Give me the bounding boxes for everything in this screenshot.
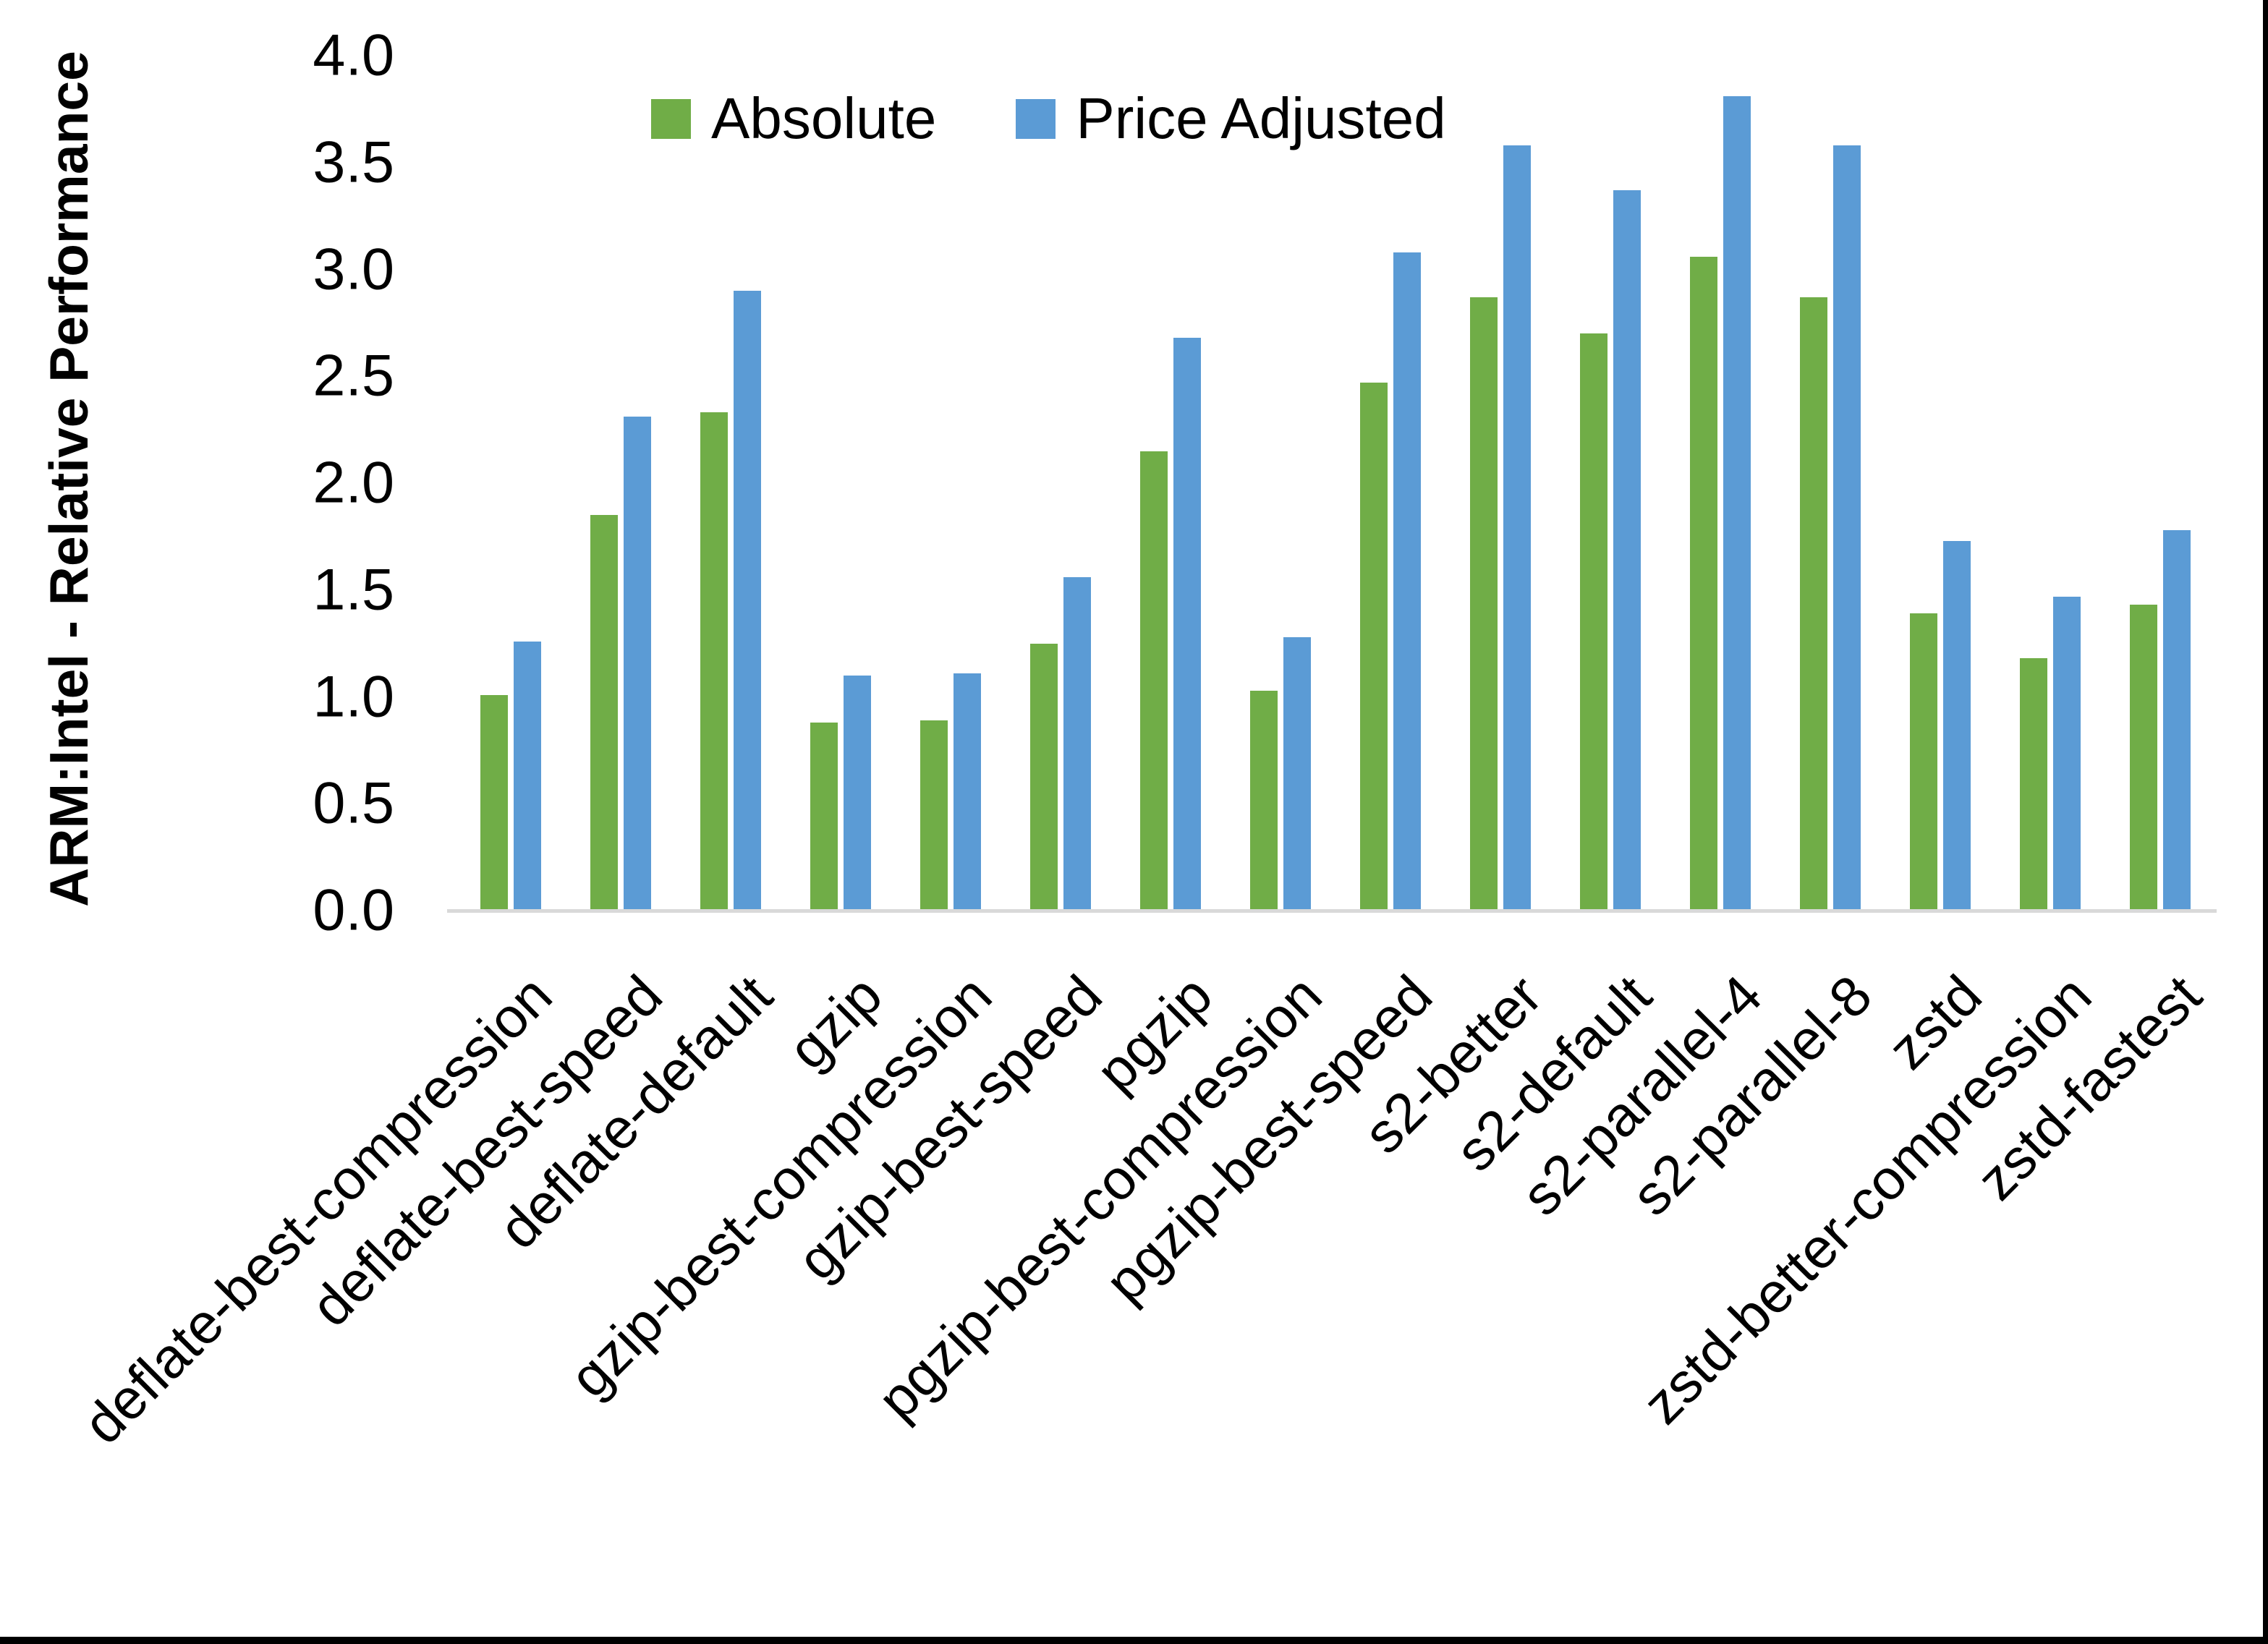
bar-price-adjusted-s2-better — [1503, 145, 1531, 911]
bar-price-adjusted-s2-parallel-4 — [1723, 96, 1751, 911]
y-tick-label: 4.0 — [313, 22, 394, 88]
y-tick-label: 2.5 — [313, 343, 394, 409]
bar-price-adjusted-deflate-best-compression — [514, 642, 541, 911]
bar-absolute-deflate-default — [700, 412, 728, 911]
y-tick-label: 3.0 — [313, 237, 394, 302]
bar-absolute-gzip-best-compression — [920, 720, 948, 911]
bar-price-adjusted-pgzip — [1173, 338, 1201, 911]
bar-absolute-s2-default — [1580, 333, 1607, 911]
legend: Absolute Price Adjusted — [651, 85, 1446, 152]
legend-label-price-adjusted: Price Adjusted — [1076, 86, 1446, 150]
legend-item-price-adjusted: Price Adjusted — [1016, 85, 1446, 152]
bar-absolute-zstd-better-compression — [2020, 658, 2047, 911]
bar-absolute-gzip-best-speed — [1030, 644, 1058, 911]
bar-price-adjusted-zstd-better-compression — [2053, 597, 2081, 911]
bar-price-adjusted-gzip-best-compression — [954, 673, 981, 911]
bar-price-adjusted-s2-parallel-8 — [1833, 145, 1861, 911]
y-tick-label: 0.5 — [313, 770, 394, 836]
y-tick-label: 1.5 — [313, 557, 394, 623]
x-axis-line — [447, 909, 2217, 913]
y-tick-label: 0.0 — [313, 877, 394, 943]
plot-area — [456, 56, 2215, 911]
bar-absolute-deflate-best-compression — [480, 695, 508, 911]
bar-absolute-pgzip-best-speed — [1360, 383, 1388, 911]
y-tick-label: 2.0 — [313, 450, 394, 516]
frame-right-border — [2263, 0, 2268, 1644]
bar-price-adjusted-gzip — [844, 676, 871, 911]
frame-bottom-border — [0, 1637, 2268, 1644]
y-tick-label: 3.5 — [313, 129, 394, 195]
bar-absolute-pgzip — [1140, 451, 1168, 911]
legend-label-absolute: Absolute — [711, 86, 937, 150]
bar-price-adjusted-s2-default — [1613, 190, 1641, 911]
legend-item-absolute: Absolute — [651, 85, 936, 152]
bar-absolute-deflate-best-speed — [590, 515, 618, 911]
legend-swatch-price-adjusted-icon — [1016, 98, 1056, 139]
bar-price-adjusted-zstd-fastest — [2163, 530, 2191, 911]
bar-price-adjusted-zstd — [1943, 541, 1971, 911]
bar-absolute-pgzip-best-compression — [1250, 691, 1278, 911]
bar-price-adjusted-deflate-best-speed — [624, 417, 651, 911]
bar-absolute-zstd-fastest — [2130, 605, 2157, 911]
bar-price-adjusted-gzip-best-speed — [1063, 577, 1091, 911]
bar-price-adjusted-pgzip-best-speed — [1393, 252, 1421, 911]
bar-price-adjusted-deflate-default — [734, 291, 761, 911]
bar-absolute-s2-parallel-8 — [1800, 297, 1827, 911]
y-tick-label: 1.0 — [313, 664, 394, 729]
bar-absolute-zstd — [1910, 613, 1937, 911]
bar-price-adjusted-pgzip-best-compression — [1283, 637, 1311, 911]
y-axis-title: ARM:Intel - Relative Performance — [38, 51, 99, 907]
bar-absolute-gzip — [810, 723, 838, 911]
bar-absolute-s2-better — [1470, 297, 1498, 911]
legend-swatch-absolute-icon — [651, 98, 691, 139]
x-category-label-text: deflate-best-compression — [71, 963, 564, 1456]
bar-absolute-s2-parallel-4 — [1690, 257, 1717, 911]
